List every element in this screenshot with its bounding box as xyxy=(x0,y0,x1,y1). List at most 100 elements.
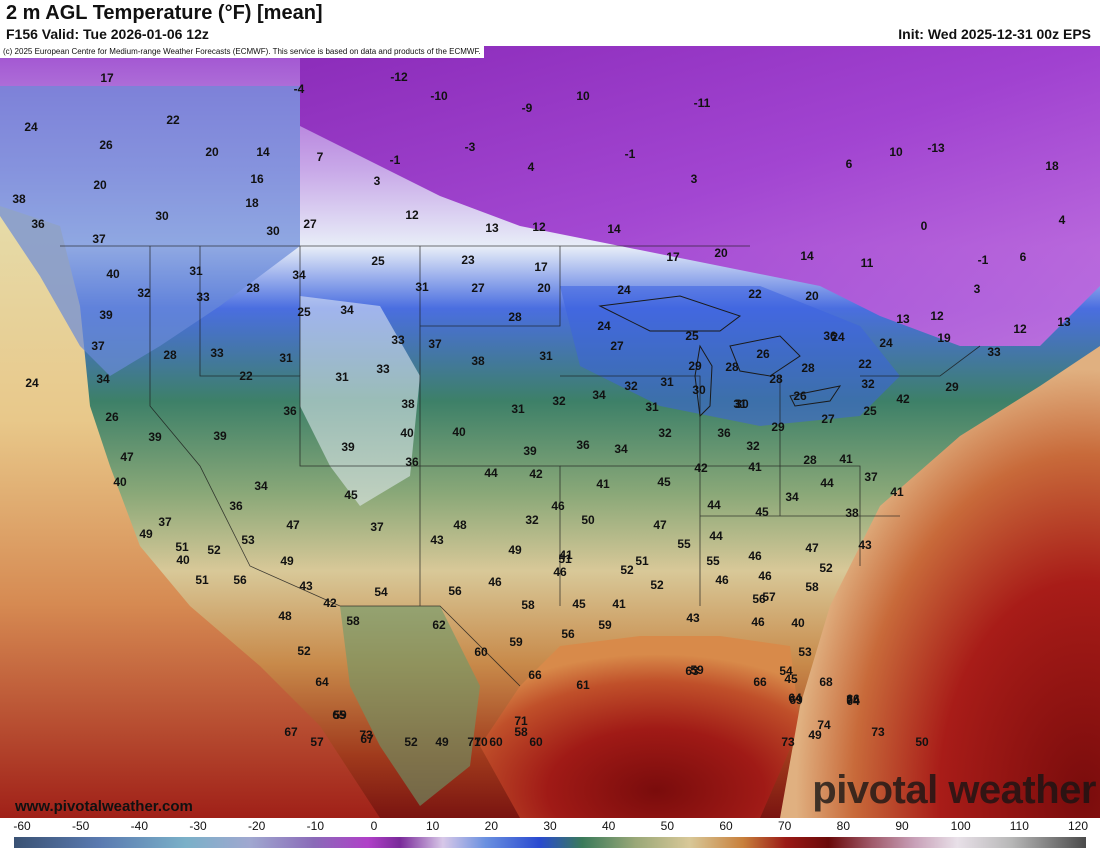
temperature-label: 33 xyxy=(376,362,390,376)
temperature-label: 48 xyxy=(453,518,467,532)
temperature-label: 60 xyxy=(489,735,503,749)
temperature-label: 29 xyxy=(945,380,959,394)
temperature-label: 71 xyxy=(514,714,528,728)
temperature-label: 20 xyxy=(537,281,551,295)
temperature-label: 51 xyxy=(195,573,209,587)
temperature-label: 74 xyxy=(846,693,860,707)
temperature-label: 30 xyxy=(266,224,280,238)
temperature-label: 29 xyxy=(771,420,785,434)
temperature-label: 54 xyxy=(374,585,388,599)
temperature-label: 73 xyxy=(871,725,885,739)
temperature-label: 52 xyxy=(207,543,221,557)
temperature-label: 67 xyxy=(284,725,298,739)
temperature-label: 33 xyxy=(210,346,224,360)
temperature-label: -4 xyxy=(294,82,305,96)
temperature-label: 52 xyxy=(819,561,833,575)
temperature-label: 59 xyxy=(690,663,704,677)
temperature-label: 31 xyxy=(279,351,293,365)
temperature-label: 38 xyxy=(12,192,26,206)
temperature-label: 24 xyxy=(25,376,39,390)
temperature-label: 43 xyxy=(858,538,872,552)
pacific-ocean xyxy=(0,206,380,818)
temperature-label: 66 xyxy=(528,668,542,682)
temperature-label: 42 xyxy=(694,461,708,475)
temperature-label: 29 xyxy=(688,359,702,373)
temperature-label: 14 xyxy=(256,145,270,159)
colorbar-tick-label: 80 xyxy=(836,819,851,833)
temperature-label: 47 xyxy=(120,450,134,464)
temperature-label: -1 xyxy=(390,153,401,167)
colorbar-tick-label: -10 xyxy=(306,819,324,833)
temperature-label: 47 xyxy=(805,541,819,555)
temperature-label: 31 xyxy=(660,375,674,389)
temperature-label: 17 xyxy=(534,260,548,274)
temperature-label: 31 xyxy=(733,397,747,411)
temperature-label: 19 xyxy=(937,331,951,345)
temperature-label: 28 xyxy=(725,360,739,374)
temperature-label: 64 xyxy=(315,675,329,689)
temperature-label: 52 xyxy=(297,644,311,658)
temperature-label: 28 xyxy=(801,361,815,375)
temperature-label: 33 xyxy=(987,345,1001,359)
temperature-label: 64 xyxy=(846,694,860,708)
temperature-label: 26 xyxy=(105,410,119,424)
temperature-label: 22 xyxy=(858,357,872,371)
temperature-label: 65 xyxy=(332,708,346,722)
temperature-label: 40 xyxy=(113,475,127,489)
colorbar-tick-label: -50 xyxy=(71,819,90,833)
temperature-label: 40 xyxy=(452,425,466,439)
colorbar-tick-label: 20 xyxy=(484,819,499,833)
colorbar-tick-label: 70 xyxy=(777,819,792,833)
temperature-label: 34 xyxy=(254,479,268,493)
temperature-label: 44 xyxy=(484,466,498,480)
temperature-label: 41 xyxy=(596,477,610,491)
temperature-label: 38 xyxy=(401,397,415,411)
temperature-label: 38 xyxy=(845,506,859,520)
temperature-label: 46 xyxy=(715,573,729,587)
temperature-map[interactable]: 17 -12 -4 -10 -9 10 -11 24 22 26 20 14 7 -1 -3 4 -1 10 -13… xyxy=(0,46,1100,818)
temperature-label: 13 xyxy=(1057,315,1071,329)
temperature-label: 31 xyxy=(189,264,203,278)
temperature-label: 26 xyxy=(793,389,807,403)
temperature-label: 37 xyxy=(92,232,106,246)
temperature-label: 27 xyxy=(471,281,485,295)
temperature-label: 25 xyxy=(863,404,877,418)
temperature-label: 41 xyxy=(559,548,573,562)
temperature-label: 58 xyxy=(521,598,535,612)
temperature-label: 30 xyxy=(155,209,169,223)
temperature-label: 54 xyxy=(779,664,793,678)
temperature-label: 34 xyxy=(292,268,306,282)
temperature-label: 39 xyxy=(99,308,113,322)
temperature-label: 26 xyxy=(756,347,770,361)
temperature-label: 38 xyxy=(471,354,485,368)
temperature-label: 10 xyxy=(889,145,903,159)
temperature-label: 13 xyxy=(485,221,499,235)
temperature-label: 34 xyxy=(614,442,628,456)
temperature-label: 14 xyxy=(800,249,814,263)
colorbar-ticks: -60 -50 -40 -30 -20 -10 0 10 20 30 40 50 60 70 80 90 100… xyxy=(0,818,1100,836)
brand-logo: pivotal weather xyxy=(812,768,1096,812)
colorbar-tick-label: 10 xyxy=(425,819,440,833)
temperature-label: 46 xyxy=(758,569,772,583)
temperature-label: 3 xyxy=(974,282,981,296)
great-lakes xyxy=(598,295,842,418)
temperature-label: 67 xyxy=(360,732,374,746)
header: 2 m AGL Temperature (°F) [mean] F156 Val… xyxy=(0,0,1100,46)
temperature-label: 36 xyxy=(823,329,837,343)
northwest-cold-region xyxy=(0,86,300,376)
colorbar-tick-label: 100 xyxy=(950,819,971,833)
temperature-label: -1 xyxy=(978,253,989,267)
temperature-label: 43 xyxy=(686,611,700,625)
temperature-label: 45 xyxy=(572,597,586,611)
temperature-label: -1 xyxy=(625,147,636,161)
temperature-label: 49 xyxy=(808,728,822,742)
rockies-snow xyxy=(300,296,420,506)
map-title: 2 m AGL Temperature (°F) [mean] xyxy=(6,2,323,24)
temperature-label: 32 xyxy=(552,394,566,408)
temperature-label: 46 xyxy=(551,499,565,513)
temperature-label: 51 xyxy=(635,554,649,568)
temperature-label: 62 xyxy=(432,618,446,632)
temperature-label: 59 xyxy=(509,635,523,649)
temperature-label: 31 xyxy=(645,400,659,414)
